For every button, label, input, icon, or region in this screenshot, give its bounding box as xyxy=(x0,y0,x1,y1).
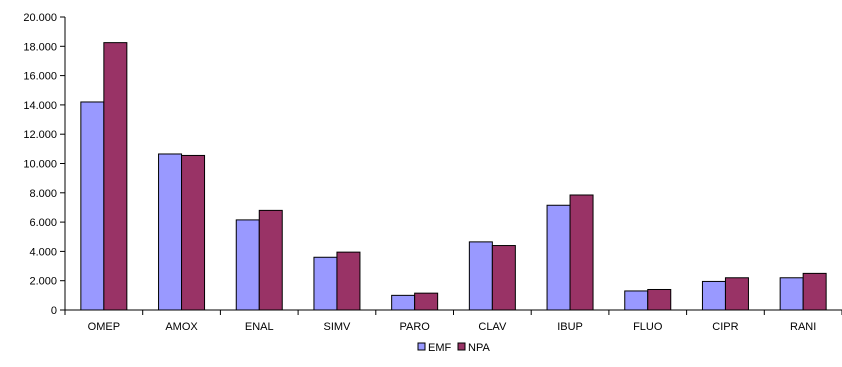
bar-emf-ibup xyxy=(546,204,571,311)
y-tick-label: 10.000 xyxy=(23,159,57,171)
x-tick-label: AMOX xyxy=(165,321,198,333)
y-tick-label: 20.000 xyxy=(23,12,57,24)
bar-npa-omep xyxy=(103,42,128,311)
bar-emf-enal xyxy=(235,219,260,311)
y-tick-label: 4.000 xyxy=(29,246,57,258)
bar-npa-ibup xyxy=(569,194,594,311)
bar-emf-clav xyxy=(468,241,493,311)
bar-npa-rani xyxy=(802,272,827,311)
bar-emf-omep xyxy=(80,101,105,311)
bars xyxy=(80,42,827,311)
bar-emf-paro xyxy=(391,294,416,311)
bar-npa-enal xyxy=(258,209,283,311)
legend-label-emf: EMF xyxy=(428,342,452,354)
y-tick-label: 12.000 xyxy=(23,129,57,141)
x-tick-label: ENAL xyxy=(245,321,274,333)
y-tick-label: 14.000 xyxy=(23,100,57,112)
x-tick-label: OMEP xyxy=(88,321,120,333)
legend-swatch-emf xyxy=(417,342,426,351)
bar-npa-cipr xyxy=(724,277,749,311)
legend: EMF NPA xyxy=(417,342,490,354)
x-tick-label: CLAV xyxy=(478,321,507,333)
y-tick-label: 6.000 xyxy=(29,217,57,229)
bar-npa-clav xyxy=(491,245,516,311)
bar-emf-cipr xyxy=(701,280,726,311)
legend-swatch-npa xyxy=(457,342,466,351)
bar-emf-fluo xyxy=(624,290,649,311)
x-tick-label: PARO xyxy=(399,321,430,333)
y-tick-label: 16.000 xyxy=(23,71,57,83)
y-tick-label: 2.000 xyxy=(29,276,57,288)
bar-emf-simv xyxy=(313,256,338,311)
bar-npa-fluo xyxy=(647,288,672,311)
bar-npa-paro xyxy=(414,292,439,311)
legend-label-npa: NPA xyxy=(468,342,490,354)
bar-npa-simv xyxy=(336,251,361,311)
y-tick-label: 18.000 xyxy=(23,41,57,53)
bar-npa-amox xyxy=(181,154,206,311)
x-tick-label: RANI xyxy=(790,321,816,333)
y-tick-label: 0 xyxy=(51,305,57,317)
x-tick-label: CIPR xyxy=(712,321,738,333)
y-tick-label: 8.000 xyxy=(29,188,57,200)
x-axis: OMEP AMOX ENAL SIMV PARO CLAV IBUP FLUO CIPR RANI xyxy=(64,309,842,333)
x-tick-label: FLUO xyxy=(633,321,663,333)
x-tick-label: IBUP xyxy=(557,321,583,333)
x-tick-label: SIMV xyxy=(323,321,351,333)
bar-emf-rani xyxy=(779,277,804,311)
y-axis: 0 2.000 4.000 6.000 8.000 10.000 12.000 14.000 1… xyxy=(23,12,66,317)
bar-emf-amox xyxy=(158,153,183,311)
